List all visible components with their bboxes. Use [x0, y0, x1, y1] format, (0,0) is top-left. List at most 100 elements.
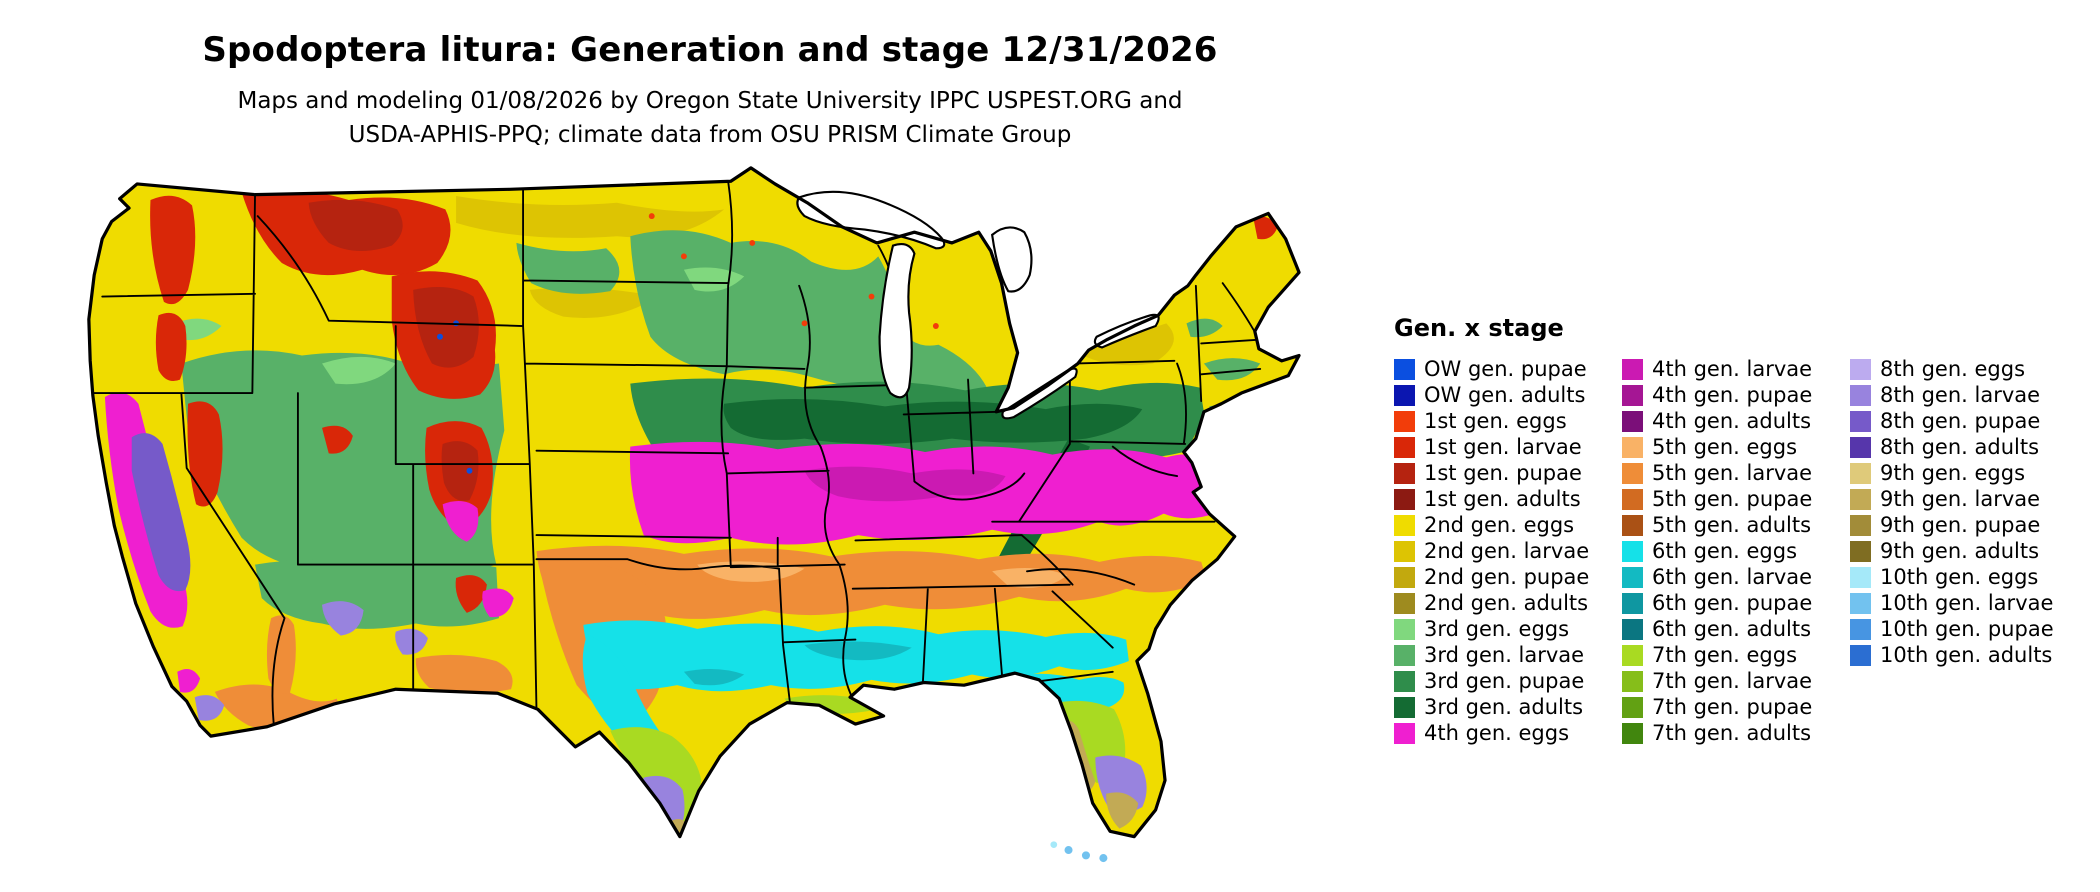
legend-label: 5th gen. eggs: [1652, 435, 1798, 459]
legend-label: 5th gen. pupae: [1652, 487, 1813, 511]
legend-label: 5th gen. larvae: [1652, 461, 1813, 485]
legend-swatch: [1394, 618, 1415, 640]
legend-label: 2nd gen. eggs: [1424, 513, 1575, 537]
legend-item: 10th gen. eggs: [1850, 564, 2052, 590]
keys-dot: [1081, 851, 1090, 860]
legend-item: 10th gen. larvae: [1850, 590, 2054, 616]
legend-label: 4th gen. larvae: [1652, 357, 1813, 381]
legend-item: 1st gen. pupae: [1394, 460, 1596, 486]
legend-label: 2nd gen. pupae: [1424, 565, 1590, 589]
legend-label: 7th gen. adults: [1652, 721, 1812, 745]
legend-swatch: [1394, 592, 1415, 614]
legend-item: 3rd gen. adults: [1394, 694, 1596, 720]
legend-swatch: [1622, 462, 1643, 484]
legend-label: 5th gen. adults: [1652, 513, 1812, 537]
legend-swatch: [1622, 566, 1643, 588]
region-gen6-larvae-patches: [683, 641, 912, 686]
region-gen1-eggs-speckles: [648, 213, 939, 329]
legend-item: 1st gen. adults: [1394, 486, 1596, 512]
legend-label: 3rd gen. larvae: [1424, 643, 1585, 667]
legend-label: 7th gen. eggs: [1652, 643, 1798, 667]
legend-column-2: 4th gen. larvae 4th gen. pupae 4th gen. …: [1622, 356, 1824, 746]
lake-huron: [990, 226, 1033, 293]
legend-label: 10th gen. eggs: [1880, 565, 2039, 589]
legend-item: 3rd gen. larvae: [1394, 642, 1596, 668]
legend-label: OW gen. pupae: [1424, 357, 1587, 381]
legend-item: OW gen. adults: [1394, 382, 1596, 408]
legend-item: OW gen. pupae: [1394, 356, 1596, 382]
legend-label: 7th gen. pupae: [1652, 695, 1813, 719]
legend-swatch: [1394, 514, 1415, 536]
map-title: Spodoptera litura: Generation and stage …: [202, 30, 1218, 70]
legend-swatch: [1394, 540, 1415, 562]
legend-item: 9th gen. pupae: [1850, 512, 2052, 538]
legend-label: OW gen. adults: [1424, 383, 1586, 407]
legend-swatch: [1394, 436, 1415, 458]
legend-label: 4th gen. eggs: [1424, 721, 1570, 745]
map-subtitle: Maps and modeling 01/08/2026 by Oregon S…: [0, 84, 1420, 152]
legend-item: 9th gen. eggs: [1850, 460, 2052, 486]
legend-item: 5th gen. pupae: [1622, 486, 1824, 512]
legend-swatch: [1622, 488, 1643, 510]
legend-item: 2nd gen. adults: [1394, 590, 1596, 616]
legend-item: 5th gen. eggs: [1622, 434, 1824, 460]
legend-swatch: [1622, 670, 1643, 692]
legend-item: 8th gen. adults: [1850, 434, 2052, 460]
legend-label: 6th gen. eggs: [1652, 539, 1798, 563]
legend-swatch: [1394, 358, 1415, 380]
legend-item: 1st gen. eggs: [1394, 408, 1596, 434]
legend-label: 10th gen. pupae: [1880, 617, 2054, 641]
legend-label: 7th gen. larvae: [1652, 669, 1813, 693]
legend-item: 2nd gen. pupae: [1394, 564, 1596, 590]
legend-label: 4th gen. pupae: [1652, 383, 1813, 407]
florida-keys: [1050, 841, 1108, 863]
legend-swatch: [1622, 644, 1643, 666]
legend-item: 2nd gen. larvae: [1394, 538, 1596, 564]
legend-label: 9th gen. eggs: [1880, 461, 2026, 485]
legend-label: 9th gen. adults: [1880, 539, 2040, 563]
legend-swatch: [1394, 644, 1415, 666]
legend-item: 8th gen. pupae: [1850, 408, 2052, 434]
legend-label: 1st gen. pupae: [1424, 461, 1582, 485]
keys-dot: [1050, 841, 1058, 849]
legend-swatch: [1850, 514, 1871, 536]
legend-swatch: [1622, 358, 1643, 380]
legend-swatch: [1394, 410, 1415, 432]
legend-item: 6th gen. adults: [1622, 616, 1824, 642]
legend-swatch: [1622, 540, 1643, 562]
legend-label: 2nd gen. adults: [1424, 591, 1589, 615]
keys-dot: [1064, 846, 1073, 855]
lake-michigan: [878, 243, 916, 399]
legend-item: 9th gen. larvae: [1850, 486, 2052, 512]
legend-item: 5th gen. adults: [1622, 512, 1824, 538]
legend-label: 8th gen. adults: [1880, 435, 2040, 459]
legend-swatch: [1622, 384, 1643, 406]
legend-label: 8th gen. eggs: [1880, 357, 2026, 381]
legend-label: 3rd gen. adults: [1424, 695, 1584, 719]
legend-label: 8th gen. pupae: [1880, 409, 2041, 433]
legend-label: 6th gen. larvae: [1652, 565, 1813, 589]
legend-label: 10th gen. larvae: [1880, 591, 2054, 615]
legend-swatch: [1622, 722, 1643, 744]
legend-item: 9th gen. adults: [1850, 538, 2052, 564]
legend-label: 1st gen. larvae: [1424, 435, 1582, 459]
us-map-svg: [87, 166, 1301, 863]
map-fill-layer: [88, 167, 1300, 837]
region-gen1-pupae: [308, 199, 479, 501]
legend-item: 6th gen. pupae: [1622, 590, 1824, 616]
legend-item: 4th gen. adults: [1622, 408, 1824, 434]
legend-swatch: [1850, 358, 1871, 380]
legend-swatch: [1850, 644, 1871, 666]
legend-label: 3rd gen. pupae: [1424, 669, 1585, 693]
subtitle-line-2: USDA-APHIS-PPQ; climate data from OSU PR…: [348, 122, 1072, 148]
legend-swatch: [1394, 384, 1415, 406]
legend-label: 10th gen. adults: [1880, 643, 2053, 667]
us-outline: [87, 166, 1301, 839]
legend-swatch: [1850, 462, 1871, 484]
region-gen9-larvae: [671, 720, 1139, 837]
legend-item: 6th gen. larvae: [1622, 564, 1824, 590]
legend: Gen. x stage OW gen. pupae OW gen. adult…: [1394, 314, 2054, 746]
legend-item: 2nd gen. eggs: [1394, 512, 1596, 538]
legend-label: 2nd gen. larvae: [1424, 539, 1590, 563]
